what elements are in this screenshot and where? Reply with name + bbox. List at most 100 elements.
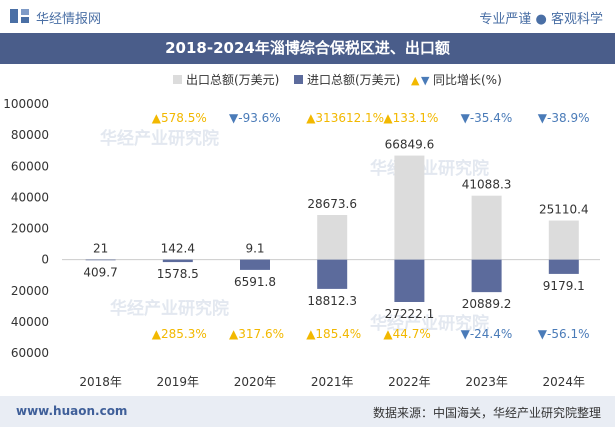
import-value-label: 409.7	[83, 265, 117, 279]
slogan: 专业严谨 ● 客观科学	[479, 12, 603, 27]
growth-value: 317.6%	[238, 327, 284, 341]
growth-value: -24.4%	[470, 327, 512, 341]
y-axis: 100000 80000 60000 40000 20000 0 20000 40000 600…	[3, 97, 600, 360]
watermark-text: 华经产业研究院	[370, 313, 489, 334]
watermark-text: 华经产业研究院	[100, 128, 219, 149]
growth-value: -56.1%	[547, 327, 589, 341]
y-tick-label: 20000	[11, 222, 49, 236]
export-value-label: 28673.6	[307, 197, 357, 211]
x-tick-label: 2019年	[157, 375, 200, 389]
x-tick-label: 2018年	[79, 375, 122, 389]
x-tick-label: 2020年	[234, 375, 277, 389]
growth-up-icon: ▲	[229, 327, 239, 341]
import-bar	[240, 259, 270, 270]
import-growth: ▼-56.1%	[538, 327, 590, 341]
import-bar	[471, 259, 502, 293]
growth-up-icon: ▲	[306, 111, 316, 125]
export-growth: ▼-38.9%	[538, 111, 590, 125]
import-value-label: 6591.8	[234, 275, 276, 289]
y-tick-label: 60000	[11, 159, 49, 173]
y-tick-label: 60000	[11, 346, 49, 360]
watermark-text: 华经产业研究院	[110, 298, 229, 319]
growth-up-icon: ▲	[306, 327, 316, 341]
growth-row: ▲578.5%▲285.3%▼-93.6%▲317.6%▲313612.1%▲1…	[152, 111, 590, 341]
export-bar	[317, 215, 348, 260]
y-tick-label: 100000	[3, 97, 49, 111]
export-value-label: 9.1	[245, 242, 264, 256]
watermark-text: 华经产业研究院	[370, 158, 489, 179]
footer: www.huaon.com 数据来源：中国海关，华经产业研究院整理	[0, 396, 615, 427]
legend-export-label: 出口总额(万美元)	[186, 73, 279, 87]
x-tick-label: 2024年	[543, 375, 586, 389]
export-bar	[394, 155, 425, 260]
growth-value: 285.3%	[161, 327, 207, 341]
growth-value: 44.7%	[393, 327, 431, 341]
y-tick-label: 0	[41, 253, 49, 267]
import-bar	[394, 259, 425, 302]
growth-up-icon: ▲	[383, 327, 393, 341]
import-bar	[85, 259, 116, 261]
data-source: 数据来源：中国海关，华经产业研究院整理	[372, 406, 601, 420]
growth-value: -38.9%	[547, 111, 589, 125]
export-growth: ▼-93.6%	[229, 111, 281, 125]
huajing-logo-icon	[10, 9, 29, 23]
import-bar	[317, 259, 348, 289]
legend-import-label: 进口总额(万美元)	[307, 73, 400, 87]
bars	[85, 155, 579, 302]
chart-title: 2018-2024年淄博综合保税区进、出口额	[0, 33, 615, 64]
growth-value: 133.1%	[393, 111, 439, 125]
growth-value: -93.6%	[238, 111, 280, 125]
legend-down-icon: ▼	[421, 74, 430, 87]
growth-value: 578.5%	[161, 111, 207, 125]
growth-down-icon: ▼	[538, 327, 548, 341]
export-bar	[548, 220, 579, 260]
legend-import-swatch	[294, 75, 303, 84]
legend-export-swatch	[173, 75, 182, 84]
export-value-label: 66849.6	[385, 138, 435, 152]
growth-up-icon: ▲	[152, 327, 162, 341]
footer-url[interactable]: www.huaon.com	[16, 404, 128, 418]
growth-down-icon: ▼	[538, 111, 548, 125]
growth-up-icon: ▲	[152, 111, 162, 125]
export-growth: ▲313612.1%	[306, 111, 384, 125]
export-bar	[471, 195, 502, 260]
export-value-label: 25110.4	[539, 203, 589, 217]
x-tick-label: 2022年	[388, 375, 431, 389]
import-value-label: 18812.3	[307, 294, 357, 308]
y-tick-label: 40000	[11, 315, 49, 329]
import-value-label: 1578.5	[157, 267, 199, 281]
y-tick-label: 40000	[11, 190, 49, 204]
legend-growth-label: 同比增长(%)	[433, 73, 502, 87]
y-tick-label: 80000	[11, 128, 49, 142]
import-value-label: 27222.1	[385, 307, 435, 321]
growth-value: 313612.1%	[315, 111, 384, 125]
export-value-label: 41088.3	[462, 178, 512, 192]
import-bar	[162, 259, 193, 263]
import-growth: ▲285.3%	[152, 327, 207, 341]
growth-down-icon: ▼	[229, 111, 239, 125]
import-growth: ▲317.6%	[229, 327, 284, 341]
x-tick-label: 2023年	[465, 375, 508, 389]
growth-down-icon: ▼	[461, 111, 471, 125]
import-growth: ▲185.4%	[306, 327, 361, 341]
growth-up-icon: ▲	[383, 111, 393, 125]
growth-value: -35.4%	[470, 111, 512, 125]
top-bar: 华经情报网 专业严谨 ● 客观科学	[0, 0, 615, 33]
export-value-label: 142.4	[161, 241, 195, 255]
brand-name: 华经情报网	[36, 12, 102, 27]
export-value-label: 21	[93, 242, 108, 256]
export-growth: ▼-35.4%	[461, 111, 513, 125]
legend: 出口总额(万美元) 进口总额(万美元) ▲ ▼ 同比增长(%)	[173, 73, 502, 87]
x-tick-label: 2021年	[311, 375, 354, 389]
growth-down-icon: ▼	[461, 327, 471, 341]
legend-up-icon: ▲	[411, 74, 420, 87]
import-value-label: 9179.1	[543, 279, 585, 293]
x-axis: 2018年 2019年 2020年 2021年 2022年 2023年 2024年	[79, 375, 585, 389]
import-value-label: 20889.2	[462, 297, 512, 311]
import-growth: ▲44.7%	[383, 327, 430, 341]
import-growth: ▼-24.4%	[461, 327, 513, 341]
export-growth: ▲578.5%	[152, 111, 207, 125]
data-labels: 21 409.7 142.4 1578.5 9.1 6591.8 28673.6 18812.…	[83, 138, 588, 321]
